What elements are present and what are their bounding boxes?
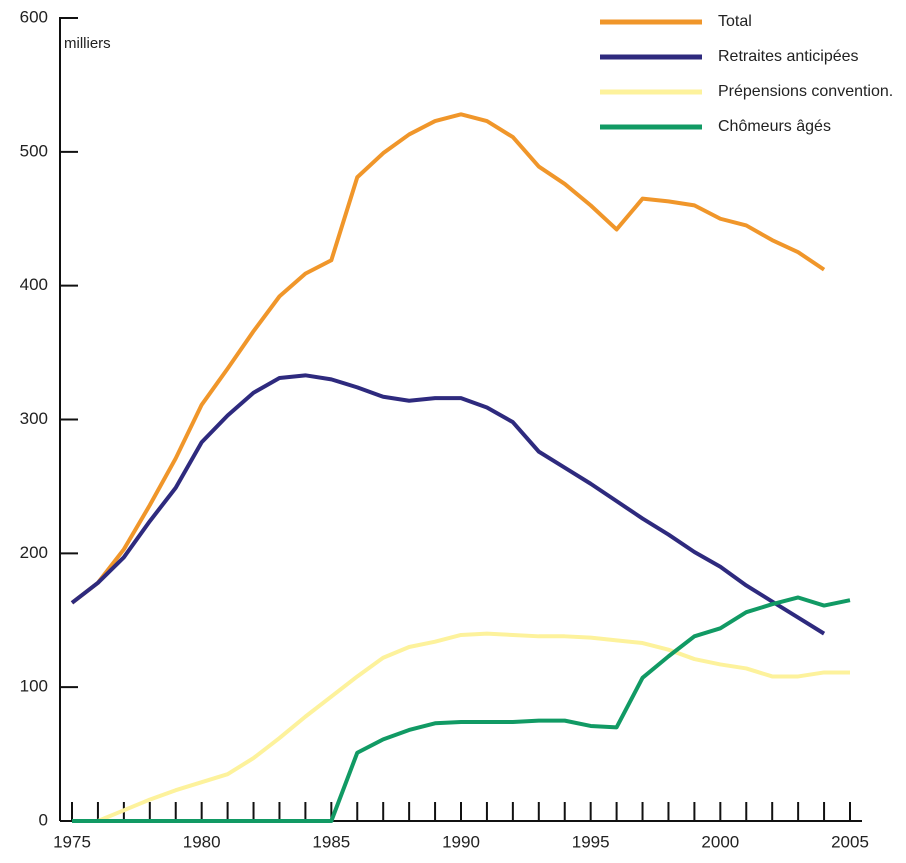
legend-label: Total xyxy=(718,13,752,30)
x-tick-label: 1990 xyxy=(442,832,480,851)
y-tick-label: 400 xyxy=(20,275,48,294)
y-tick-label: 300 xyxy=(20,409,48,428)
series-line xyxy=(70,112,826,605)
y-tick-label: 200 xyxy=(20,543,48,562)
y-axis-label: milliers xyxy=(64,35,111,52)
series-line xyxy=(70,373,826,636)
y-tick-label: 600 xyxy=(20,7,48,26)
y-tick-label: 500 xyxy=(20,141,48,160)
x-tick-label: 2000 xyxy=(701,832,739,851)
x-tick-label: 2005 xyxy=(831,832,869,851)
x-tick-label: 1980 xyxy=(183,832,221,851)
y-tick-label: 0 xyxy=(39,810,48,829)
legend-label: Prépensions convention. xyxy=(718,83,893,100)
y-tick-label: 100 xyxy=(20,677,48,696)
x-tick-label: 1985 xyxy=(312,832,350,851)
legend-label: Chômeurs âgés xyxy=(718,118,831,135)
series-line xyxy=(97,631,850,823)
legend-label: Retraites anticipées xyxy=(718,48,859,65)
x-tick-label: 1975 xyxy=(53,832,91,851)
x-tick-label: 1995 xyxy=(572,832,610,851)
series-line xyxy=(72,595,851,823)
